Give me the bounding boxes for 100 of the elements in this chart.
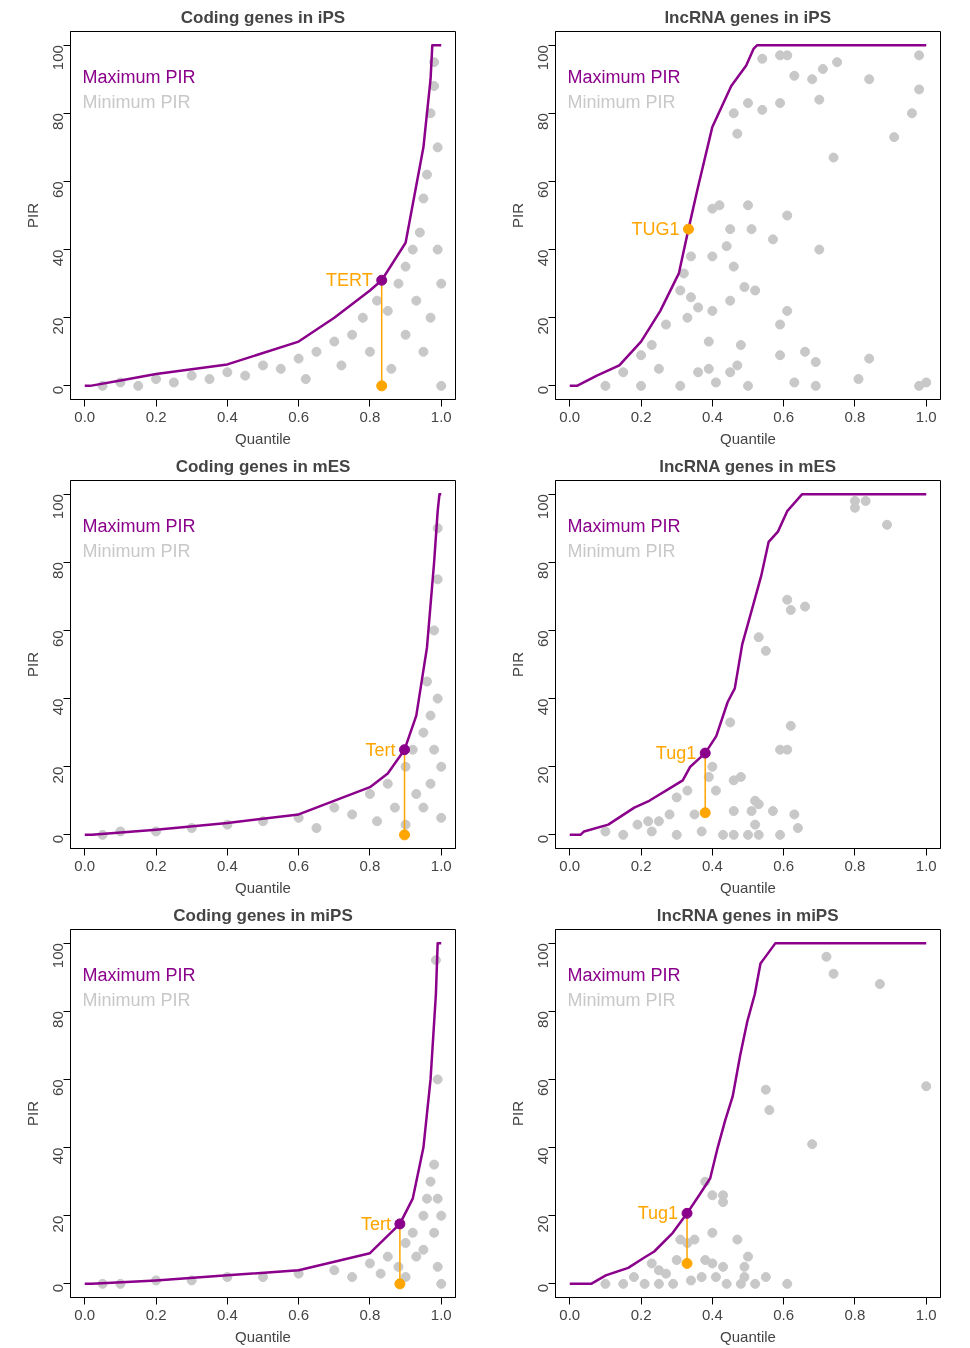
x-tick-label: 0.8 (359, 407, 381, 425)
y-tick-label: 40 (534, 1147, 552, 1165)
y-tick-label: 40 (534, 698, 552, 716)
x-axis-title: Quantile (720, 878, 776, 896)
y-tick-label: 20 (49, 1215, 67, 1233)
y-axis-title: PIR (508, 202, 526, 228)
annotation: Tert (360, 1213, 391, 1234)
y-tick-label: 0 (49, 834, 67, 844)
y-tick-label: 0 (534, 1283, 552, 1293)
annotation: TERT (326, 270, 373, 291)
chart-title: Coding genes in miPS (173, 905, 353, 925)
y-tick-label: 80 (534, 562, 552, 579)
y-axis-title: PIR (23, 202, 41, 228)
y-tick-label: 80 (534, 113, 552, 130)
x-tick-label: 0.0 (74, 407, 96, 425)
x-tick-label: 0.4 (701, 856, 723, 874)
x-tick-label: 0.6 (288, 407, 310, 425)
y-tick-label: 80 (49, 1011, 67, 1028)
y-tick-label: 60 (49, 181, 67, 199)
y-tick-label: 100 (534, 494, 552, 520)
y-tick-label: 20 (534, 1215, 552, 1233)
y-tick-label: 100 (49, 494, 67, 520)
x-tick-label: 0.8 (844, 407, 866, 425)
y-axis-title: PIR (23, 651, 41, 677)
y-tick-label: 40 (534, 249, 552, 267)
text: Maximum PIR (567, 964, 681, 985)
x-tick-label: 0.6 (773, 1305, 795, 1323)
annotation: TUG1 (631, 219, 680, 240)
annotation: Tug1 (655, 743, 697, 764)
y-tick-label: 0 (49, 1283, 67, 1293)
y-tick-label: 60 (534, 1079, 552, 1097)
text: Maximum PIR (82, 66, 196, 87)
x-tick-label: 0.2 (630, 856, 652, 874)
text: Maximum PIR (82, 515, 196, 536)
x-tick-label: 0.2 (145, 407, 167, 425)
y-tick-label: 80 (49, 113, 67, 130)
x-tick-label: 0.2 (145, 856, 167, 874)
text: Maximum PIR (82, 964, 196, 985)
y-tick-label: 100 (49, 943, 67, 969)
y-tick-label: 40 (49, 249, 67, 267)
y-axis-title: PIR (508, 651, 526, 677)
x-tick-label: 1.0 (430, 856, 452, 874)
y-axis-title: PIR (508, 1100, 526, 1126)
x-tick-label: 0.6 (288, 1305, 310, 1323)
y-tick-label: 40 (49, 698, 67, 716)
x-tick-label: 0.4 (701, 407, 723, 425)
x-tick-label: 1.0 (915, 1305, 937, 1323)
x-tick-label: 0.2 (145, 1305, 167, 1323)
x-tick-label: 0.4 (216, 1305, 238, 1323)
text: Maximum PIR (567, 66, 681, 87)
y-tick-label: 80 (534, 1011, 552, 1028)
x-axis-title: Quantile (235, 878, 291, 896)
y-tick-label: 100 (534, 943, 552, 969)
x-tick-label: 1.0 (430, 407, 452, 425)
y-tick-label: 20 (49, 317, 67, 335)
y-tick-label: 60 (534, 181, 552, 199)
y-tick-label: 40 (49, 1147, 67, 1165)
y-tick-label: 60 (49, 630, 67, 648)
x-tick-label: 0.0 (559, 407, 581, 425)
x-tick-label: 0.2 (630, 407, 652, 425)
x-axis-title: Quantile (720, 429, 776, 447)
x-tick-label: 0.0 (559, 1305, 581, 1323)
x-tick-label: 0.0 (74, 856, 96, 874)
y-axis-title: PIR (23, 1100, 41, 1126)
y-tick-label: 0 (534, 385, 552, 395)
y-tick-label: 0 (534, 834, 552, 844)
x-tick-label: 0.6 (288, 856, 310, 874)
x-tick-label: 1.0 (915, 856, 937, 874)
x-tick-label: 0.0 (74, 1305, 96, 1323)
x-tick-label: 1.0 (915, 407, 937, 425)
y-tick-label: 0 (49, 385, 67, 395)
y-tick-label: 100 (534, 45, 552, 71)
annotation: Tert (365, 739, 396, 760)
x-tick-label: 0.0 (559, 856, 581, 874)
text: Maximum PIR (567, 515, 681, 536)
x-tick-label: 0.8 (359, 856, 381, 874)
x-tick-label: 0.2 (630, 1305, 652, 1323)
y-tick-label: 80 (49, 562, 67, 579)
chart-title: Coding genes in mES (175, 456, 351, 476)
x-tick-label: 0.6 (773, 407, 795, 425)
chart-title: lncRNA genes in mES (659, 456, 837, 476)
x-axis-title: Quantile (235, 429, 291, 447)
chart-title: Coding genes in iPS (180, 7, 346, 27)
x-tick-label: 0.4 (216, 856, 238, 874)
annotation: Tug1 (637, 1203, 679, 1224)
x-tick-label: 1.0 (430, 1305, 452, 1323)
y-tick-label: 100 (49, 45, 67, 71)
y-tick-label: 60 (49, 1079, 67, 1097)
x-axis-title: Quantile (720, 1327, 776, 1345)
x-tick-label: 0.8 (844, 856, 866, 874)
x-tick-label: 0.6 (773, 856, 795, 874)
x-tick-label: 0.4 (216, 407, 238, 425)
y-tick-label: 20 (49, 766, 67, 784)
x-tick-label: 0.8 (359, 1305, 381, 1323)
chart-title: lncRNA genes in iPS (664, 7, 831, 27)
x-tick-label: 0.4 (701, 1305, 723, 1323)
y-tick-label: 20 (534, 317, 552, 335)
y-tick-label: 60 (534, 630, 552, 648)
chart-title: lncRNA genes in miPS (656, 905, 839, 925)
x-axis-title: Quantile (235, 1327, 291, 1345)
